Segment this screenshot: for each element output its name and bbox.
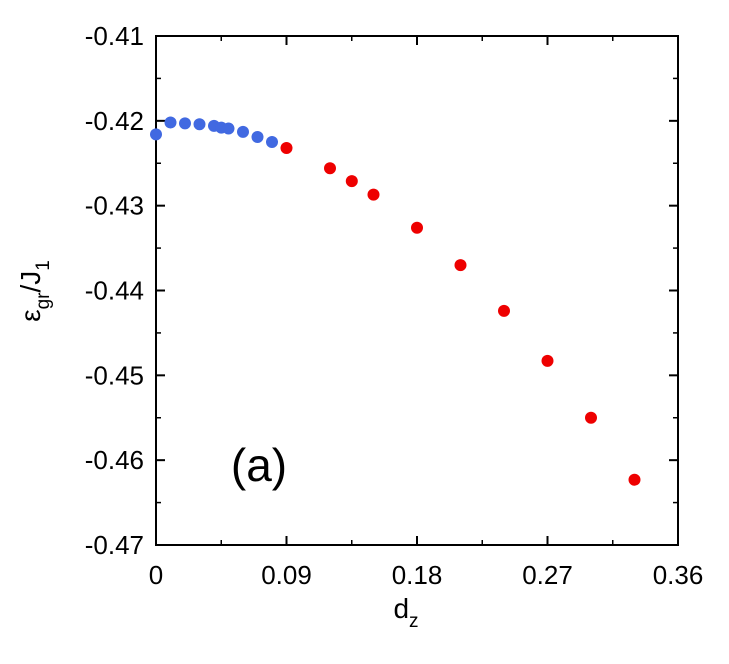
y-tick-label: -0.44 bbox=[85, 276, 144, 306]
x-tick-label: 0.27 bbox=[522, 560, 573, 590]
y-tick-label: -0.47 bbox=[85, 530, 144, 560]
data-point-series-1 bbox=[150, 128, 162, 141]
x-tick-label: 0 bbox=[149, 560, 163, 590]
data-point-series-1 bbox=[193, 118, 206, 131]
data-point-series-1 bbox=[237, 125, 249, 138]
x-tick-label: 0.18 bbox=[392, 560, 443, 590]
panel-label: (a) bbox=[231, 439, 287, 491]
data-point-series-2 bbox=[628, 473, 641, 486]
data-point-series-2 bbox=[367, 188, 380, 201]
data-point-series-2 bbox=[498, 304, 510, 317]
data-point-series-2 bbox=[541, 354, 554, 367]
data-point-series-2 bbox=[345, 175, 358, 188]
x-tick-labels: 0 0.09 0.18 0.27 0.36 bbox=[149, 560, 704, 590]
y-tick-label: -0.42 bbox=[85, 106, 144, 136]
data-point-series-1 bbox=[179, 117, 191, 130]
data-point-series-2 bbox=[280, 142, 293, 154]
x-tick-label: 0.09 bbox=[261, 560, 312, 590]
data-points bbox=[150, 116, 641, 486]
x-tick-label: 0.36 bbox=[653, 560, 704, 590]
data-point-series-2 bbox=[324, 162, 336, 175]
y-tick-label: -0.46 bbox=[85, 445, 144, 475]
y-tick-label: -0.45 bbox=[85, 360, 144, 390]
data-point-series-1 bbox=[222, 122, 235, 135]
data-point-series-2 bbox=[454, 259, 467, 272]
y-axis-label: εgr/J1 bbox=[15, 260, 54, 322]
y-tick-labels: -0.41 -0.42 -0.43 -0.44 -0.45 -0.46 -0.47 bbox=[85, 21, 144, 560]
data-point-series-2 bbox=[411, 221, 423, 234]
x-axis-label: dz bbox=[393, 593, 418, 632]
y-tick-label: -0.43 bbox=[85, 191, 144, 221]
y-tick-label: -0.41 bbox=[85, 21, 144, 51]
data-point-series-1 bbox=[164, 116, 177, 129]
data-point-series-2 bbox=[585, 411, 597, 424]
data-point-series-1 bbox=[266, 136, 278, 148]
data-point-series-1 bbox=[251, 131, 264, 143]
plot-frame bbox=[155, 35, 679, 546]
